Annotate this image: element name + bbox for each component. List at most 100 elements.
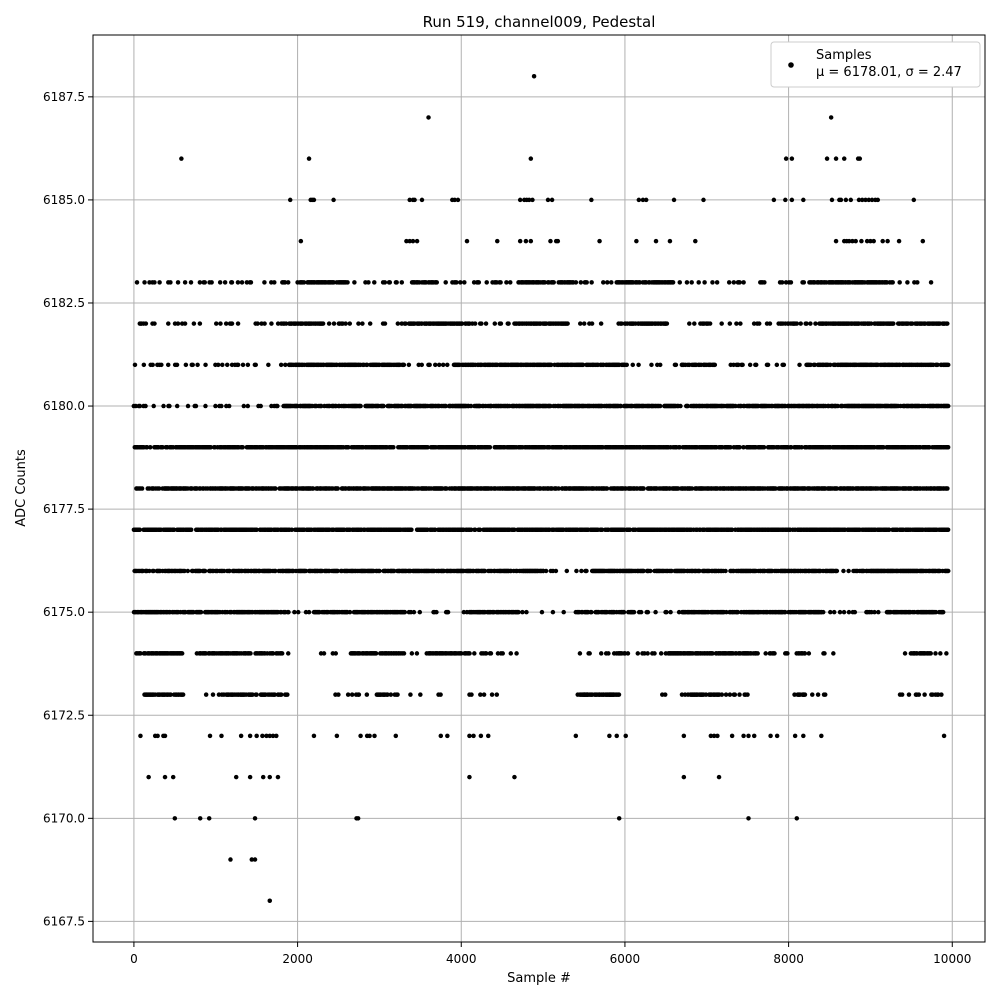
sample-point <box>402 609 408 615</box>
sample-point <box>162 733 168 739</box>
sample-point <box>483 651 489 656</box>
sample-point <box>715 733 720 739</box>
sample-point <box>822 692 828 697</box>
sample-point <box>197 816 203 821</box>
sample-point <box>677 445 682 450</box>
sample-point <box>939 692 944 697</box>
sample-point <box>373 651 379 656</box>
sample-point <box>174 403 180 409</box>
sample-point <box>703 692 709 697</box>
sample-point <box>822 651 827 656</box>
sample-point <box>642 651 647 656</box>
sample-point <box>727 692 733 697</box>
sample-point <box>944 651 949 656</box>
sample-point <box>922 692 927 697</box>
sample-point <box>146 774 151 780</box>
sample-point <box>303 568 309 574</box>
sample-point <box>482 568 488 574</box>
sample-point <box>524 609 529 615</box>
sample-point <box>631 609 637 615</box>
sample-point <box>207 733 213 739</box>
sample-point <box>206 816 212 821</box>
sample-point <box>367 733 372 739</box>
sample-point <box>614 733 619 739</box>
sample-point <box>467 774 472 780</box>
sample-point <box>468 527 474 532</box>
sample-point <box>550 609 556 615</box>
sample-point <box>941 733 947 739</box>
sample-point <box>486 733 491 739</box>
sample-point <box>228 857 233 862</box>
sample-point <box>221 568 227 574</box>
sample-point <box>641 568 646 574</box>
sample-point <box>794 816 800 821</box>
sample-point <box>401 651 407 656</box>
sample-point <box>658 651 664 656</box>
sample-point <box>689 486 695 491</box>
sample-point <box>279 651 285 656</box>
sample-point <box>272 692 277 697</box>
sample-point <box>872 609 877 615</box>
sample-point <box>669 568 674 574</box>
sample-point <box>472 651 477 656</box>
sample-point <box>409 651 415 656</box>
sample-point <box>160 445 165 450</box>
sample-point <box>589 609 594 615</box>
sample-point <box>487 445 493 450</box>
sample-point <box>461 609 467 615</box>
sample-point <box>831 609 837 615</box>
sample-point <box>788 445 794 450</box>
sample-point <box>445 733 450 739</box>
sample-point <box>358 403 363 409</box>
sample-point <box>653 609 658 615</box>
sample-point <box>598 651 604 656</box>
sample-point <box>295 609 301 615</box>
sample-point <box>664 609 669 615</box>
sample-point <box>723 692 729 697</box>
sample-point <box>516 609 521 615</box>
sample-point <box>143 403 148 409</box>
sample-point <box>768 733 773 739</box>
sample-point <box>238 733 244 739</box>
sample-point <box>179 651 185 656</box>
sample-point <box>851 568 856 574</box>
sample-point <box>886 527 892 532</box>
sample-point <box>668 609 673 615</box>
sample-point <box>213 403 218 409</box>
sample-point <box>561 609 566 615</box>
sample-point <box>336 692 341 697</box>
sample-point <box>254 733 259 739</box>
sample-point <box>773 486 778 491</box>
sample-point <box>319 403 324 409</box>
sample-point <box>409 527 414 532</box>
sample-point <box>723 568 728 574</box>
sample-point <box>391 568 397 574</box>
sample-point <box>899 692 905 697</box>
sample-point <box>564 568 570 574</box>
sample-point <box>252 816 258 821</box>
sample-point <box>573 733 579 739</box>
sample-point <box>834 568 840 574</box>
sample-point <box>469 692 474 697</box>
sample-point <box>434 609 439 615</box>
sample-point <box>151 568 156 574</box>
sample-point <box>467 651 472 656</box>
sample-point <box>906 692 912 697</box>
sample-point <box>599 527 605 532</box>
sample-point <box>333 651 339 656</box>
sample-point <box>946 568 951 574</box>
sample-point <box>579 568 584 574</box>
sample-point <box>258 403 263 409</box>
sample-point <box>494 692 500 697</box>
sample-point <box>837 609 843 615</box>
sample-point <box>155 733 160 739</box>
sample-point <box>652 651 657 656</box>
sample-point <box>710 651 715 656</box>
sample-point <box>137 527 143 532</box>
sample-point <box>945 445 951 450</box>
sample-point <box>138 651 143 656</box>
sample-point <box>310 486 316 491</box>
sample-point <box>346 445 351 450</box>
sample-point <box>185 568 191 574</box>
